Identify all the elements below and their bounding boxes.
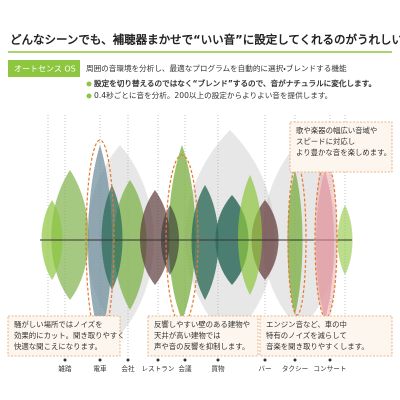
callout-box bbox=[289, 121, 393, 173]
scene-label: 電車 bbox=[93, 364, 107, 373]
callout-text: 効果的にカット。聞き取りやすく bbox=[14, 331, 125, 340]
callout-text: エンジン音など、車の中 bbox=[266, 320, 347, 329]
wave-blob bbox=[168, 145, 196, 320]
description: 周囲の音環境を分析し、最適なプログラムを自動的に選択・ブレンドする機能 bbox=[86, 63, 347, 73]
wave-blob bbox=[88, 145, 112, 340]
scene-label: 買物 bbox=[211, 364, 225, 373]
callout-text: 騒がしい場所ではノイズを bbox=[14, 320, 102, 329]
callout-box bbox=[147, 315, 259, 357]
callout-text: 快適な聞こえになります。 bbox=[14, 342, 102, 351]
callout-text: 歌や楽器の幅広い音域や bbox=[296, 126, 377, 135]
bullet-dot bbox=[86, 93, 92, 99]
callout-text: 声や音の反響を抑制します。 bbox=[154, 342, 249, 351]
scene-label: 雑踏 bbox=[58, 364, 72, 373]
callout-text: スピードに対応し bbox=[296, 137, 355, 146]
wave-blob bbox=[51, 170, 89, 300]
wave-blob bbox=[101, 185, 123, 290]
callout-box bbox=[7, 315, 121, 357]
callout-text: 天井が高い建物では bbox=[154, 331, 221, 340]
callout-text: 反響しやすい壁のある建物や bbox=[154, 320, 250, 329]
scene-label: バー bbox=[258, 365, 271, 373]
scene-dot bbox=[156, 358, 160, 362]
callout-text: 音楽を聞き取りやすくします。 bbox=[266, 342, 369, 351]
scene-label: 会議 bbox=[178, 364, 192, 373]
bullet: 0.4秒ごとに音を分析。200以上の設定からよりよい音を提供します。 bbox=[94, 90, 332, 100]
wave-blob bbox=[287, 170, 303, 315]
title: どんなシーンでも、補聴器まかせで“いい音”に設定してくれるのがうれしい。 bbox=[10, 33, 400, 47]
bullet: 設定を切り替えるのではなく“ブレンド”するので、音がナチュラルに変化します。 bbox=[94, 78, 376, 88]
scene-label: タクシー bbox=[282, 364, 308, 373]
scene-label: レストラン bbox=[142, 365, 175, 373]
wave-blob bbox=[191, 185, 219, 300]
wave-blob bbox=[238, 175, 262, 295]
scene-label: 会社 bbox=[121, 364, 135, 373]
scene-dot bbox=[126, 358, 130, 362]
scene-dot bbox=[263, 358, 267, 362]
scene-dot bbox=[183, 358, 187, 362]
highlight bbox=[314, 161, 338, 319]
tag: オートセンス OS bbox=[14, 65, 76, 74]
wave-blob bbox=[140, 190, 170, 285]
highlight bbox=[287, 164, 307, 316]
wave-blob bbox=[113, 180, 147, 310]
scene-dot bbox=[216, 358, 220, 362]
scene-dot bbox=[328, 358, 332, 362]
scene-dot bbox=[293, 358, 297, 362]
tag-box bbox=[8, 60, 80, 77]
highlight bbox=[165, 154, 199, 326]
scene-label: コンサート bbox=[314, 365, 347, 373]
scene-dot bbox=[63, 358, 67, 362]
bullet-dot bbox=[86, 81, 92, 87]
callout-text: 特有のノイズを減らして bbox=[266, 331, 347, 340]
callout-text: より豊かな音を楽しめます。 bbox=[296, 148, 391, 157]
overlay: 歌や楽器の幅広い音域やスピードに対応しより豊かな音を楽しめます。騒がしい場所では… bbox=[7, 121, 393, 373]
callout-box bbox=[259, 315, 393, 357]
scene-dot bbox=[98, 358, 102, 362]
